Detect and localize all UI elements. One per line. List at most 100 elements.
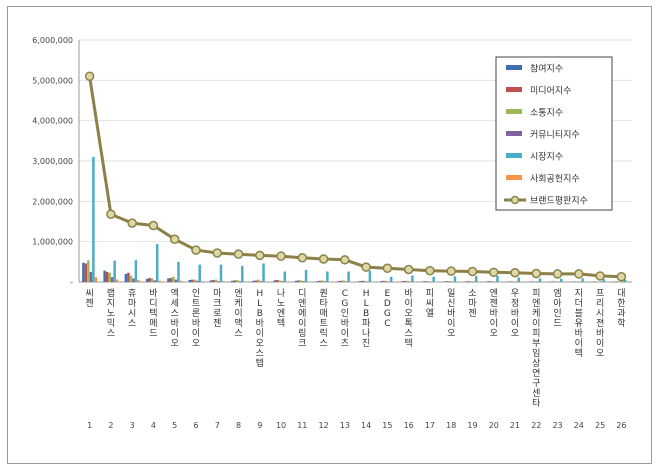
bar-시장지수 bbox=[453, 276, 457, 282]
bar-소통지수 bbox=[469, 281, 473, 282]
bar-소통지수 bbox=[150, 278, 154, 282]
y-tick-label: 6,000,000 bbox=[32, 36, 73, 45]
bar-미디어지수 bbox=[318, 280, 322, 282]
line-point bbox=[318, 254, 329, 264]
bar-사회공헌지수 bbox=[328, 281, 332, 283]
rank-label: 7 bbox=[215, 421, 220, 430]
line-point bbox=[510, 267, 520, 278]
bar-사회공헌지수 bbox=[243, 281, 247, 282]
bar-커뮤니티지수 bbox=[259, 281, 263, 282]
bar-소통지수 bbox=[576, 281, 579, 282]
bar-참여지수 bbox=[401, 281, 404, 282]
line-point bbox=[276, 251, 286, 261]
y-tick-label: - bbox=[70, 278, 73, 287]
bar-시장지수 bbox=[326, 271, 329, 282]
bar-소통지수 bbox=[129, 275, 133, 282]
bar-커뮤니티지수 bbox=[387, 281, 390, 283]
bar-사회공헌지수 bbox=[371, 281, 374, 283]
bar-소통지수 bbox=[193, 279, 196, 282]
bar-시장지수 bbox=[347, 271, 350, 282]
line-point bbox=[106, 209, 116, 219]
rank-label: 6 bbox=[193, 421, 198, 430]
bar-커뮤니티지수 bbox=[600, 281, 603, 283]
bar-커뮤니티지수 bbox=[366, 281, 369, 283]
bar-참여지수 bbox=[231, 280, 234, 282]
bar-사회공헌지수 bbox=[498, 281, 502, 283]
bar-참여지수 bbox=[316, 281, 319, 282]
bar-참여지수 bbox=[443, 281, 447, 282]
bar-미디어지수 bbox=[276, 279, 279, 282]
bar-커뮤니티지수 bbox=[451, 281, 454, 283]
bar-사회공헌지수 bbox=[583, 281, 587, 283]
bar-미디어지수 bbox=[595, 281, 598, 283]
bar-사회공헌지수 bbox=[626, 281, 629, 283]
bar-소통지수 bbox=[512, 281, 516, 282]
bar-참여지수 bbox=[464, 281, 468, 282]
line-point bbox=[361, 262, 371, 272]
bar-사회공헌지수 bbox=[137, 279, 140, 282]
legend-swatch bbox=[506, 175, 522, 180]
brand-index-line bbox=[84, 71, 627, 282]
bar-시장지수 bbox=[496, 275, 499, 282]
y-tick-label: 2,000,000 bbox=[32, 197, 73, 206]
bar-커뮤니티지수 bbox=[110, 277, 114, 282]
bar-사회공헌지수 bbox=[179, 280, 183, 282]
bar-미디어지수 bbox=[467, 281, 470, 282]
bar-미디어지수 bbox=[488, 281, 492, 282]
bar-사회공헌지수 bbox=[413, 281, 417, 283]
bar-사회공헌지수 bbox=[541, 281, 544, 283]
bar-소통지수 bbox=[257, 279, 260, 282]
bar-참여지수 bbox=[188, 279, 191, 282]
line-point bbox=[552, 269, 563, 279]
line-point bbox=[425, 265, 435, 276]
bar-미디어지수 bbox=[127, 272, 130, 282]
bar-사회공헌지수 bbox=[456, 281, 459, 283]
bar-커뮤니티지수 bbox=[536, 281, 539, 283]
bar-커뮤니티지수 bbox=[515, 281, 518, 283]
y-tick-label: 5,000,000 bbox=[32, 76, 73, 85]
line-point bbox=[191, 245, 201, 255]
bar-커뮤니티지수 bbox=[89, 271, 93, 282]
legend-label: 소통지수 bbox=[530, 108, 563, 119]
rank-label: 14 bbox=[361, 421, 371, 430]
bar-미디어지수 bbox=[169, 277, 173, 282]
bar-미디어지수 bbox=[531, 281, 534, 282]
line-point bbox=[340, 255, 350, 265]
legend-label: 참여지수 bbox=[530, 63, 563, 75]
rank-label: 22 bbox=[531, 421, 541, 430]
bar-커뮤니티지수 bbox=[238, 281, 242, 282]
bar-참여지수 bbox=[145, 278, 149, 282]
bar-시장지수 bbox=[113, 260, 116, 282]
line-point bbox=[574, 269, 584, 279]
rank-label: 19 bbox=[467, 421, 477, 430]
bar-시장지수 bbox=[538, 278, 542, 282]
bar-소통지수 bbox=[618, 281, 622, 283]
bar-사회공헌지수 bbox=[349, 281, 353, 283]
line-point bbox=[233, 249, 244, 259]
rank-label: 5 bbox=[172, 421, 177, 430]
bar-시장지수 bbox=[581, 278, 584, 282]
bar-참여지수 bbox=[337, 281, 340, 282]
rank-label: 4 bbox=[151, 421, 156, 430]
bar-커뮤니티지수 bbox=[302, 281, 305, 282]
bar-시장지수 bbox=[219, 264, 223, 282]
bars bbox=[82, 156, 629, 283]
line-point bbox=[127, 218, 137, 228]
line-point bbox=[297, 253, 308, 263]
bar-참여지수 bbox=[507, 281, 511, 283]
legend-label: 미디어지수 bbox=[530, 86, 571, 97]
bar-시장지수 bbox=[432, 276, 435, 282]
bar-시장지수 bbox=[517, 277, 521, 282]
rank-label: 8 bbox=[236, 421, 241, 430]
bar-사회공헌지수 bbox=[307, 281, 310, 283]
line-point bbox=[255, 250, 265, 261]
bar-참여지수 bbox=[124, 273, 128, 282]
bar-참여지수 bbox=[273, 280, 277, 282]
